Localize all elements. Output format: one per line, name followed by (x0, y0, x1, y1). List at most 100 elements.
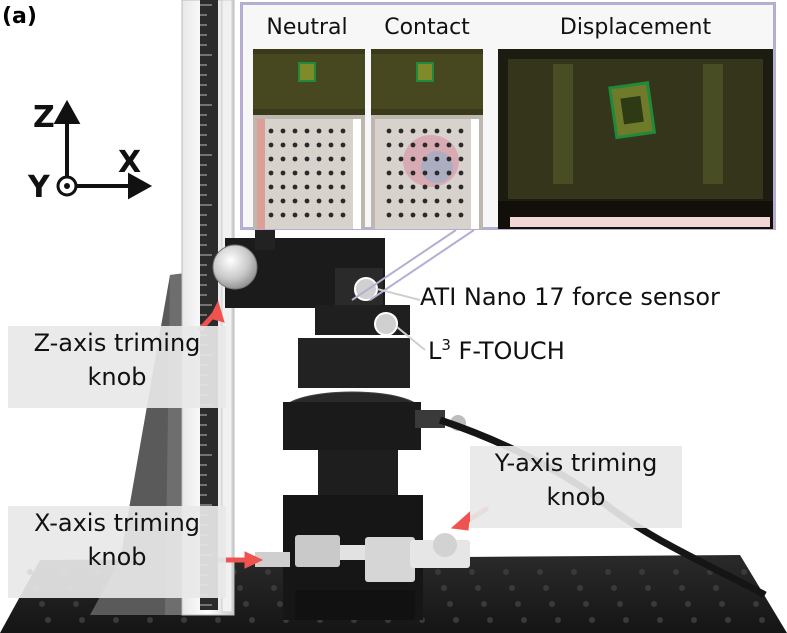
marker-dot (434, 198, 440, 204)
table-hole (435, 569, 441, 575)
marker-dot (304, 198, 310, 204)
y-axis-label: Y (28, 170, 50, 205)
marker-dot (316, 170, 322, 176)
marker-dot (422, 142, 428, 148)
marker-dot (328, 184, 334, 190)
table-hole (113, 617, 119, 623)
y-knob-label: Y-axis triming knob (470, 446, 682, 528)
marker-dot (386, 128, 392, 134)
table-hole (521, 617, 527, 623)
marker-dot (434, 156, 440, 162)
marker-dot (316, 128, 322, 134)
marker-dot (410, 156, 416, 162)
marker-dot (410, 184, 416, 190)
table-hole (509, 585, 515, 591)
table-hole (611, 585, 617, 591)
marker-dot (458, 184, 464, 190)
marker-dot (410, 128, 416, 134)
table-hole (685, 601, 691, 607)
force-sensor-leader (376, 288, 421, 301)
marker-dot (268, 156, 274, 162)
marker-dot (304, 128, 310, 134)
marker-dot (386, 156, 392, 162)
marker-dot (340, 184, 346, 190)
marker-dot (340, 170, 346, 176)
marker-dot (268, 128, 274, 134)
table-hole (753, 601, 759, 607)
marker-dot (328, 156, 334, 162)
marker-dot (434, 184, 440, 190)
table-hole (45, 617, 51, 623)
marker-dot (386, 170, 392, 176)
marker-dot (292, 170, 298, 176)
table-hole (79, 617, 85, 623)
marker-dot (446, 198, 452, 204)
table-hole (555, 617, 561, 623)
marker-dot (398, 128, 404, 134)
marker-dot (268, 170, 274, 176)
marker-dot (398, 184, 404, 190)
marker-dot (292, 212, 298, 218)
marker-dot (280, 170, 286, 176)
marker-dot (304, 142, 310, 148)
table-hole (639, 569, 645, 575)
table-hole (249, 617, 255, 623)
marker-dot (280, 156, 286, 162)
marker-dot (268, 184, 274, 190)
marker-dot (280, 198, 286, 204)
table-hole (475, 585, 481, 591)
marker-dot (398, 156, 404, 162)
marker-dot (410, 198, 416, 204)
marker-dot (304, 184, 310, 190)
table-hole (617, 601, 623, 607)
marker-dot (434, 170, 440, 176)
marker-dot (458, 212, 464, 218)
x-knob-label-line2: knob (87, 543, 147, 571)
marker-dot (280, 142, 286, 148)
table-hole (651, 601, 657, 607)
marker-dot (292, 198, 298, 204)
ftouch-label: L3 F-TOUCH (428, 336, 565, 365)
force-sensor-label: ATI Nano 17 force sensor (420, 283, 720, 311)
table-hole (503, 569, 509, 575)
marker-dot (386, 142, 392, 148)
table-hole (237, 585, 243, 591)
table-hole (447, 601, 453, 607)
marker-dot (398, 142, 404, 148)
table-hole (725, 617, 731, 623)
ftouch-label-prefix: L (428, 337, 442, 365)
marker-dot (316, 156, 322, 162)
marker-dot (328, 128, 334, 134)
table-hole (277, 601, 283, 607)
displacement-image (498, 49, 773, 229)
marker-dot (446, 156, 452, 162)
table-hole (181, 617, 187, 623)
marker-dot (328, 170, 334, 176)
marker-dot (340, 156, 346, 162)
marker-dot (316, 184, 322, 190)
table-hole (537, 569, 543, 575)
marker-dot (446, 184, 452, 190)
ftouch-label-superscript: 3 (441, 336, 451, 354)
marker-dot (292, 156, 298, 162)
neutral-image (253, 49, 365, 229)
y-knob-label-line1: Y-axis triming (494, 449, 658, 477)
table-hole (645, 585, 651, 591)
marker-dot (316, 198, 322, 204)
marker-dot (292, 184, 298, 190)
camera-inset: Neutral Contact Displacement (240, 2, 776, 230)
panel-label: (a) (2, 4, 37, 29)
ftouch-marker (374, 312, 398, 336)
x-knob-label-line1: X-axis triming (33, 509, 201, 537)
marker-dot (386, 198, 392, 204)
z-knob-label: Z-axis triming knob (8, 326, 226, 408)
x-knob-label: X-axis triming knob (8, 506, 226, 598)
marker-dot (386, 212, 392, 218)
table-hole (719, 601, 725, 607)
marker-dot (328, 142, 334, 148)
table-hole (583, 601, 589, 607)
marker-dot (268, 198, 274, 204)
table-hole (515, 601, 521, 607)
table-hole (759, 617, 765, 623)
y-knob-label-line2: knob (546, 483, 606, 511)
